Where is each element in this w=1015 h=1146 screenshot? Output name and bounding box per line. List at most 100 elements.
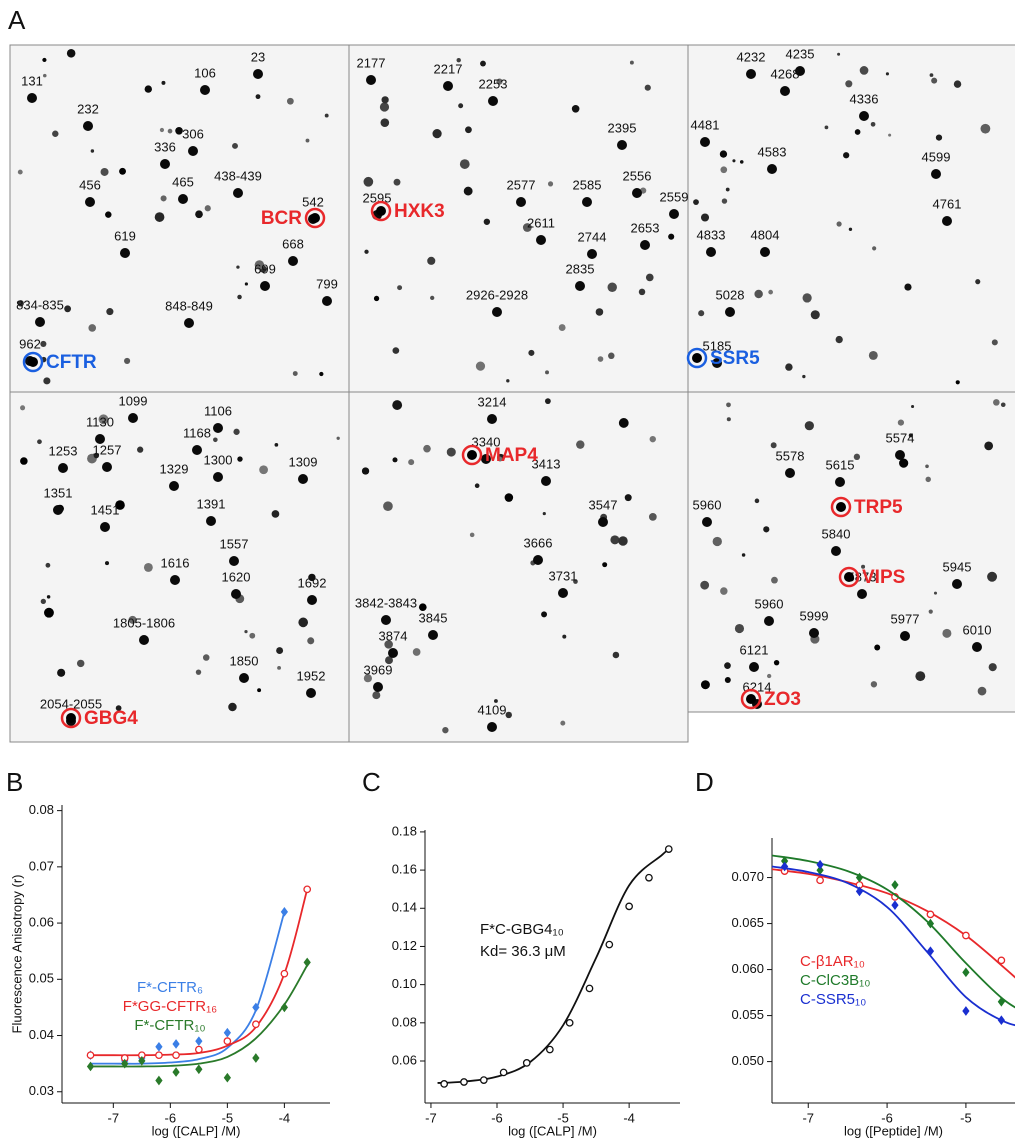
spot-label: 5574 [886, 430, 915, 445]
array-spot [928, 609, 933, 614]
spot-label: 1099 [119, 393, 148, 408]
array-spot [773, 659, 780, 666]
y-tick-label: 0.08 [392, 1014, 417, 1029]
array-spot [481, 454, 491, 464]
array-spot [469, 532, 475, 538]
y-tick-label: 0.14 [392, 900, 417, 915]
legend-entry: C-β1AR₁₀ [800, 953, 865, 970]
array-spot [392, 457, 398, 463]
array-spot [720, 587, 728, 595]
array-spot [442, 727, 449, 734]
spot-label: 2577 [507, 177, 536, 192]
spot-label: 962 [19, 336, 41, 351]
array-spot [904, 283, 912, 291]
spot-label: 4232 [737, 49, 766, 64]
array-spot [608, 352, 615, 360]
array-spot [28, 357, 38, 367]
spot-label: 6121 [740, 642, 769, 657]
highlight-ring [830, 496, 852, 518]
array-spot [483, 218, 491, 225]
spot-label: 2253 [479, 76, 508, 91]
y-tick-label: 0.03 [29, 1083, 54, 1098]
array-spot [597, 356, 604, 362]
array-spot [195, 210, 203, 219]
highlight-ring [740, 688, 762, 710]
data-point [155, 1041, 163, 1052]
array-spot [536, 235, 546, 245]
array-spot [428, 630, 438, 640]
array-spot [545, 370, 549, 375]
array-spot [120, 248, 130, 258]
array-spot [724, 677, 731, 684]
array-spot [76, 659, 85, 668]
array-spot [178, 194, 188, 204]
y-tick-label: 0.18 [392, 823, 417, 838]
array-spot [159, 127, 165, 133]
x-axis-label: log ([CALP] /M) [152, 1123, 241, 1138]
spot-label: 5840 [822, 526, 851, 541]
spot-label: 1257 [93, 442, 122, 457]
array-spot [90, 149, 95, 153]
array-spot [618, 536, 628, 546]
array-spot [836, 221, 842, 227]
array-spot [859, 66, 869, 75]
spot-label: 3413 [532, 456, 561, 471]
highlight-label: TRP5 [854, 497, 903, 518]
array-spot [848, 227, 853, 231]
data-point [195, 1045, 203, 1054]
array-spot [598, 517, 608, 527]
array-spot [161, 80, 166, 85]
spot-label: 5945 [943, 559, 972, 574]
data-point [121, 1058, 129, 1069]
spot-label: 1106 [204, 403, 232, 418]
array-spot [231, 589, 241, 599]
y-tick-label: 0.070 [731, 869, 764, 884]
array-spot [693, 199, 699, 206]
array-spot [363, 674, 372, 683]
array-spot [726, 402, 731, 408]
y-tick-label: 0.16 [392, 862, 417, 877]
array-spot [868, 350, 878, 360]
array-spot [52, 130, 59, 137]
array-spot [505, 711, 512, 719]
array-spot [200, 85, 210, 95]
array-spot [741, 553, 746, 557]
array-spot [712, 536, 722, 547]
spot-label: 619 [114, 228, 136, 243]
array-spot [213, 423, 223, 433]
spot-label: 1130 [86, 414, 114, 429]
array-spot [836, 502, 846, 512]
array-spot [726, 417, 731, 422]
spot-label: 1850 [230, 653, 259, 668]
array-spot [35, 317, 45, 327]
array-spot [953, 80, 962, 88]
array-spot [809, 628, 819, 638]
x-tick-label: -5 [222, 1110, 234, 1125]
x-tick-label: -6 [165, 1110, 177, 1125]
spot-label: 131 [21, 73, 43, 88]
array-spot [376, 206, 386, 216]
data-point [997, 1015, 1006, 1026]
array-spot [700, 137, 710, 147]
array-spot [229, 556, 239, 566]
y-tick-label: 0.060 [731, 961, 764, 976]
array-spot [576, 440, 585, 449]
array-spot [624, 494, 632, 502]
array-spot [237, 294, 242, 300]
array-spot [632, 188, 642, 198]
array-spot [260, 281, 270, 291]
y-axis-label: Fluorescence Anisotropy (r) [9, 875, 24, 1034]
array-spot [45, 562, 51, 568]
spot-label: 3666 [524, 535, 553, 550]
array-spot [271, 510, 280, 518]
data-point [997, 996, 1006, 1007]
array-spot [900, 631, 910, 641]
array-spot [780, 86, 790, 96]
array-spot [764, 616, 774, 626]
array-spot [494, 699, 498, 703]
spot-label: 1620 [222, 569, 251, 584]
array-spot [824, 125, 829, 130]
highlight-ring [686, 347, 708, 369]
array-spot [100, 167, 109, 176]
array-spot [88, 324, 97, 332]
